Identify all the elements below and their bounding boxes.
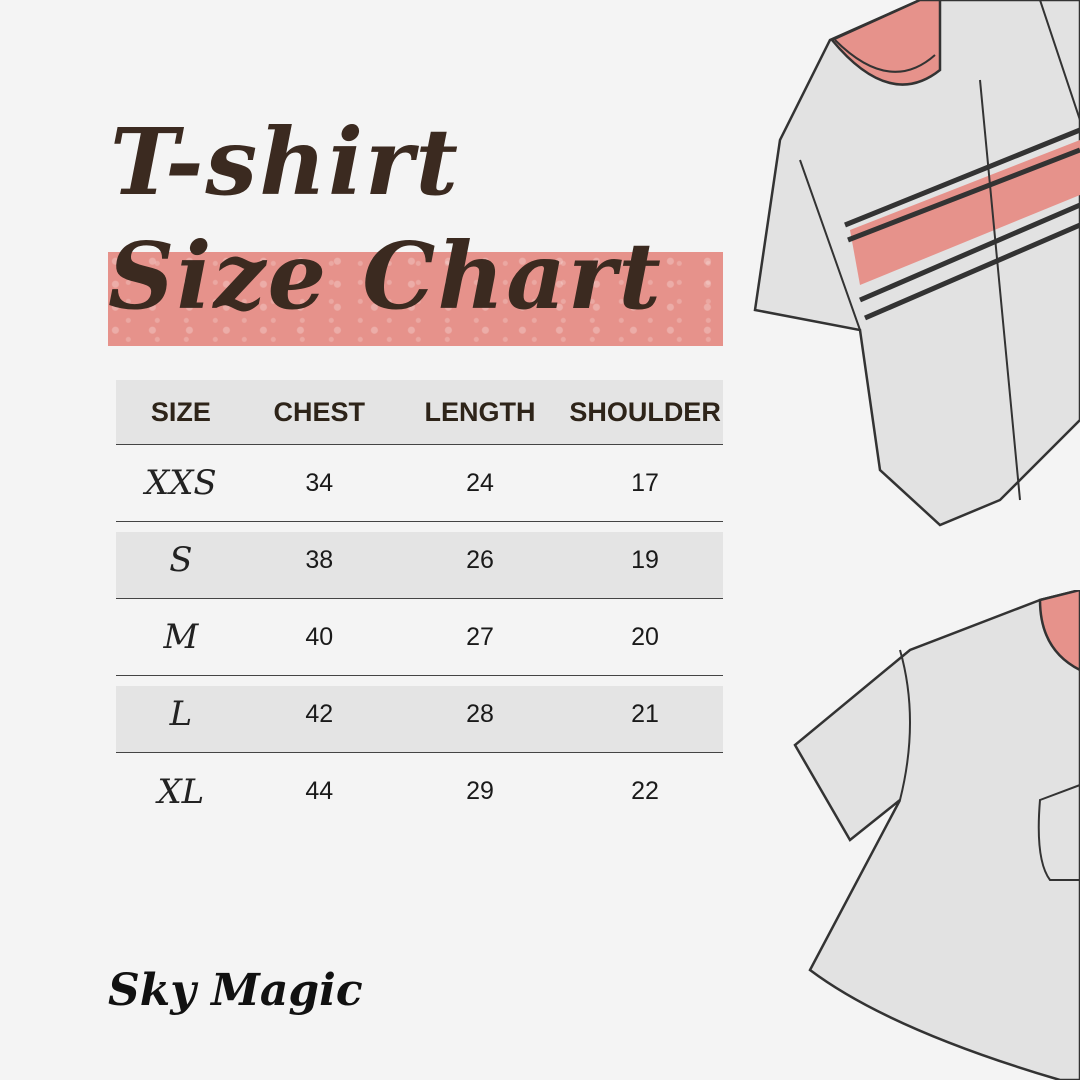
length-cell: 26 [466,545,494,574]
shoulder-cell: 22 [631,777,659,805]
header-size: SIZE [150,396,211,427]
size-cell: M [163,617,199,657]
shoulder-cell: 19 [631,545,659,574]
chest-cell: 42 [305,699,334,728]
length-cell: 27 [466,622,494,651]
chest-cell: 40 [305,622,334,651]
length-cell: 24 [466,468,494,497]
table-header-row: SIZE CHEST LENGTH SHOULDER [116,380,723,445]
brand-logo: Sky Magic [108,965,363,1016]
table-row: S 38 26 19 [116,522,723,599]
table-row: M 40 27 20 [116,599,723,676]
chest-cell: 34 [305,468,334,497]
shoulder-cell: 21 [631,699,659,728]
table-row: L 42 28 21 [116,676,723,753]
size-cell: L [169,694,193,734]
title-highlight-band [108,252,723,346]
length-cell: 29 [466,777,494,805]
shoulder-cell: 17 [631,468,659,497]
chest-cell: 44 [305,777,334,805]
striped-tshirt-illustration [753,0,1080,527]
size-cell: S [169,540,193,580]
table-row: XXS 34 24 17 [116,445,723,522]
size-chart-table: SIZE CHEST LENGTH SHOULDER XXS 34 24 17 … [116,380,723,830]
size-cell: XL [157,771,205,812]
pocket-tshirt-illustration [793,590,1080,1080]
header-chest: CHEST [273,396,366,427]
shoulder-cell: 20 [631,622,659,651]
length-cell: 28 [466,699,494,728]
page-title-line1: T-shirt [110,108,461,216]
chest-cell: 38 [305,545,334,574]
size-cell: XXS [145,463,217,503]
header-length: LENGTH [424,396,536,427]
header-shoulder: SHOULDER [569,396,721,427]
page-title-line2: Size Chart [108,222,663,330]
table-row: XL 44 29 22 [116,753,723,830]
